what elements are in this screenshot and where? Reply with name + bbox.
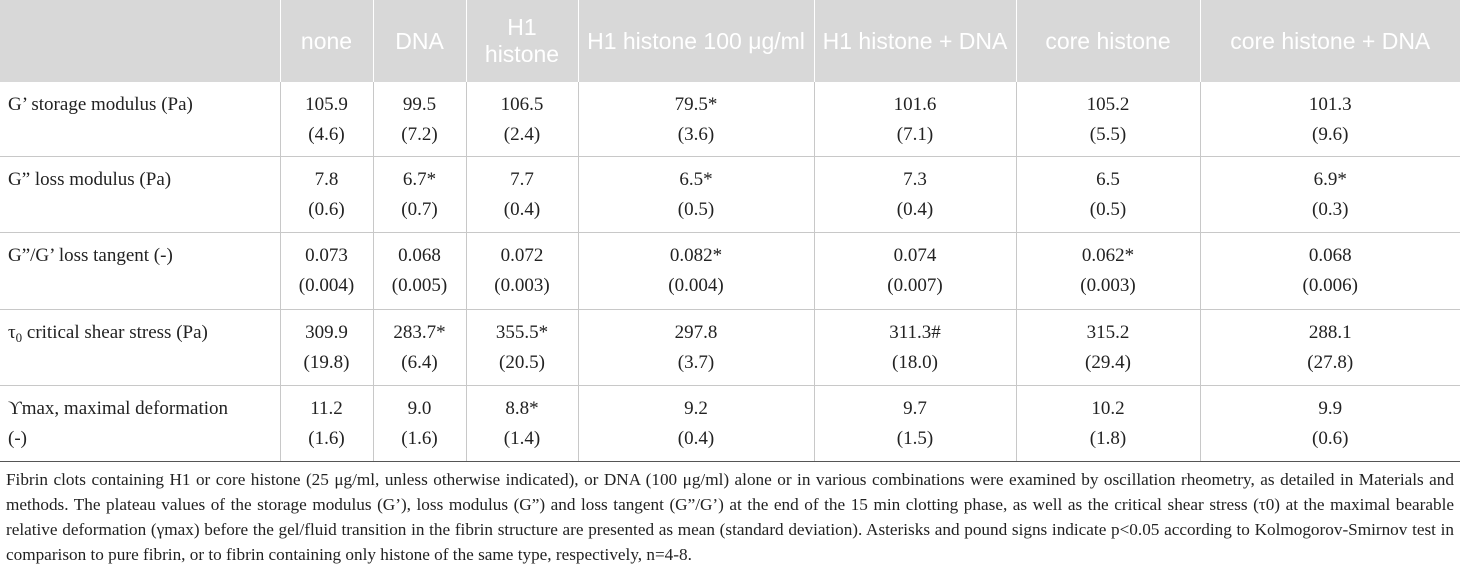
table-cell: 9.2 (0.4)	[578, 385, 815, 462]
column-header-h1-histone: H1 histone	[466, 0, 579, 82]
rheometry-results-table: none DNA H1 histone H1 histone 100 μg/ml…	[0, 0, 1460, 462]
table-cell: 101.6 (7.1)	[814, 82, 1017, 157]
table-cell: 0.073 (0.004)	[280, 232, 374, 310]
table-cell: 106.5 (2.4)	[466, 82, 579, 157]
table-row: ϒmax, maximal deformation (-) 11.2 (1.6) 9…	[0, 385, 1460, 462]
table-row: G”/G’ loss tangent (-) 0.073 (0.004) 0.06…	[0, 232, 1460, 310]
table-cell: 9.7 (1.5)	[814, 385, 1017, 462]
column-header-h1-histone-dna: H1 histone + DNA	[814, 0, 1017, 82]
table-cell: 0.068 (0.006)	[1200, 232, 1460, 310]
column-header-blank	[0, 0, 281, 82]
header-row: none DNA H1 histone H1 histone 100 μg/ml…	[0, 0, 1460, 82]
row-label: τ0 critical shear stress (Pa)	[0, 309, 281, 386]
table-footnote: Fibrin clots containing H1 or core histo…	[6, 470, 1454, 564]
column-header-core-histone: core histone	[1016, 0, 1201, 82]
table-cell: 288.1 (27.8)	[1200, 309, 1460, 386]
table-cell: 7.3 (0.4)	[814, 156, 1017, 233]
table-cell: 283.7* (6.4)	[373, 309, 467, 386]
table-cell: 315.2 (29.4)	[1016, 309, 1201, 386]
table-cell: 9.9 (0.6)	[1200, 385, 1460, 462]
table-cell: 9.0 (1.6)	[373, 385, 467, 462]
table-cell: 105.9 (4.6)	[280, 82, 374, 157]
table-cell: 0.072 (0.003)	[466, 232, 579, 310]
table-cell: 6.7* (0.7)	[373, 156, 467, 233]
table-row: G’ storage modulus (Pa) 105.9 (4.6) 99.5(…	[0, 82, 1460, 157]
table-cell: 10.2 (1.8)	[1016, 385, 1201, 462]
row-label: G”/G’ loss tangent (-)	[0, 232, 281, 310]
table-cell: 101.3 (9.6)	[1200, 82, 1460, 157]
table-cell: 7.8 (0.6)	[280, 156, 374, 233]
table-cell: 99.5 (7.2)	[373, 82, 467, 157]
column-header-dna: DNA	[373, 0, 467, 82]
row-label: G” loss modulus (Pa)	[0, 156, 281, 233]
table-cell: 297.8 (3.7)	[578, 309, 815, 386]
table-cell: 355.5* (20.5)	[466, 309, 579, 386]
row-label: ϒmax, maximal deformation (-)	[0, 385, 281, 462]
table-cell: 0.068 (0.005)	[373, 232, 467, 310]
table-cell: 0.082* (0.004)	[578, 232, 815, 310]
table-cell: 6.9* (0.3)	[1200, 156, 1460, 233]
table-row: G” loss modulus (Pa) 7.8 (0.6) 6.7* (0.7) …	[0, 156, 1460, 233]
table-cell: 11.2 (1.6)	[280, 385, 374, 462]
table-row: τ0 critical shear stress (Pa) 309.9 (19.8…	[0, 309, 1460, 386]
table-cell: 309.9 (19.8)	[280, 309, 374, 386]
table-cell: 8.8* (1.4)	[466, 385, 579, 462]
table-cell: 105.2 (5.5)	[1016, 82, 1201, 157]
table-cell: 0.062* (0.003)	[1016, 232, 1201, 310]
table-cell: 6.5 (0.5)	[1016, 156, 1201, 233]
row-label: G’ storage modulus (Pa)	[0, 82, 281, 157]
table-cell: 7.7 (0.4)	[466, 156, 579, 233]
table-cell: 0.074 (0.007)	[814, 232, 1017, 310]
results-table-container: none DNA H1 histone H1 histone 100 μg/ml…	[0, 0, 1460, 462]
column-header-h1-histone-100: H1 histone 100 μg/ml	[578, 0, 815, 82]
table-cell: 79.5* (3.6)	[578, 82, 815, 157]
column-header-core-histone-dna: core histone + DNA	[1200, 0, 1460, 82]
table-cell: 6.5* (0.5)	[578, 156, 815, 233]
column-header-none: none	[280, 0, 374, 82]
table-cell: 311.3# (18.0)	[814, 309, 1017, 386]
